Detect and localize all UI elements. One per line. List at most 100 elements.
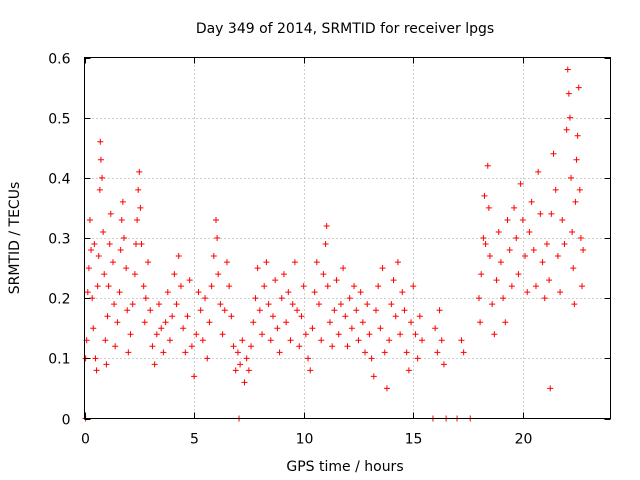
data-point xyxy=(221,307,228,314)
data-point xyxy=(145,259,152,266)
data-point xyxy=(351,283,358,290)
data-point xyxy=(276,349,283,356)
data-point xyxy=(111,301,118,308)
data-point xyxy=(392,313,399,320)
data-point xyxy=(285,289,292,296)
y-tick-label: 0.5 xyxy=(48,112,70,128)
data-point xyxy=(294,307,301,314)
data-point xyxy=(362,349,369,356)
data-point xyxy=(138,241,145,248)
data-point xyxy=(204,355,211,362)
data-point xyxy=(223,259,230,266)
data-point xyxy=(124,307,131,314)
data-point xyxy=(289,301,296,308)
data-point xyxy=(530,247,537,254)
data-point xyxy=(508,283,515,290)
data-point xyxy=(261,283,268,290)
data-point xyxy=(579,283,586,290)
data-point xyxy=(173,301,180,308)
data-point xyxy=(547,385,554,392)
data-point xyxy=(309,325,316,332)
data-point xyxy=(572,198,579,205)
grid-lines xyxy=(84,57,611,419)
data-point xyxy=(478,271,485,278)
data-point xyxy=(408,319,415,326)
data-point xyxy=(175,253,182,260)
data-point xyxy=(169,313,176,320)
data-point xyxy=(104,313,111,320)
data-point xyxy=(511,204,518,211)
axis-ticks xyxy=(84,57,611,420)
data-point xyxy=(436,307,443,314)
data-point xyxy=(565,90,572,97)
data-point xyxy=(541,295,548,302)
data-point xyxy=(305,355,312,362)
data-point xyxy=(274,325,281,332)
data-point xyxy=(248,343,255,350)
data-point xyxy=(213,216,219,223)
data-point xyxy=(166,337,173,344)
data-point xyxy=(131,271,138,278)
data-point xyxy=(256,307,263,314)
data-point xyxy=(546,277,553,284)
data-point xyxy=(252,295,259,302)
data-point xyxy=(118,216,125,223)
data-point xyxy=(149,343,156,350)
data-point xyxy=(335,331,342,338)
data-point xyxy=(313,259,320,266)
data-point xyxy=(340,265,347,272)
data-point xyxy=(141,319,148,326)
data-point xyxy=(500,295,507,302)
data-point xyxy=(232,367,239,374)
data-point xyxy=(287,337,294,344)
x-tick-label: 15 xyxy=(405,432,423,448)
data-point xyxy=(230,343,237,350)
data-point xyxy=(372,307,379,314)
data-point xyxy=(102,337,109,344)
data-point xyxy=(119,198,126,205)
data-point xyxy=(486,253,493,260)
data-point xyxy=(296,343,303,350)
data-point xyxy=(239,337,246,344)
data-point xyxy=(214,235,221,241)
data-point xyxy=(460,349,467,356)
data-point xyxy=(440,361,447,368)
y-tick-label: 0.1 xyxy=(48,352,70,368)
data-point xyxy=(526,228,533,235)
plot-frame xyxy=(84,57,611,419)
data-point xyxy=(96,186,103,193)
data-point xyxy=(477,319,484,326)
data-point xyxy=(495,228,502,235)
data-point xyxy=(333,277,340,284)
data-point xyxy=(377,325,384,332)
data-point xyxy=(272,277,279,284)
data-point xyxy=(283,319,290,326)
data-point xyxy=(403,349,410,356)
data-point xyxy=(401,307,408,314)
data-point xyxy=(414,355,421,362)
data-point xyxy=(390,277,397,284)
data-point xyxy=(171,271,178,278)
data-point xyxy=(337,301,344,308)
data-point xyxy=(342,313,349,320)
data-point xyxy=(109,259,116,266)
data-point xyxy=(184,313,191,320)
data-point xyxy=(320,271,327,278)
data-point xyxy=(85,265,92,272)
data-point xyxy=(524,289,531,296)
data-point xyxy=(517,180,524,187)
data-point xyxy=(326,319,333,326)
data-point xyxy=(226,283,233,290)
data-point xyxy=(135,186,142,193)
data-point xyxy=(561,241,568,248)
data-point xyxy=(186,277,193,284)
y-tick-label: 0.2 xyxy=(48,292,70,308)
data-point xyxy=(324,283,331,290)
data-point xyxy=(153,331,160,338)
data-point xyxy=(569,228,576,235)
data-point xyxy=(577,235,584,241)
data-point xyxy=(94,283,101,290)
data-point xyxy=(84,289,91,296)
data-point xyxy=(580,247,587,254)
